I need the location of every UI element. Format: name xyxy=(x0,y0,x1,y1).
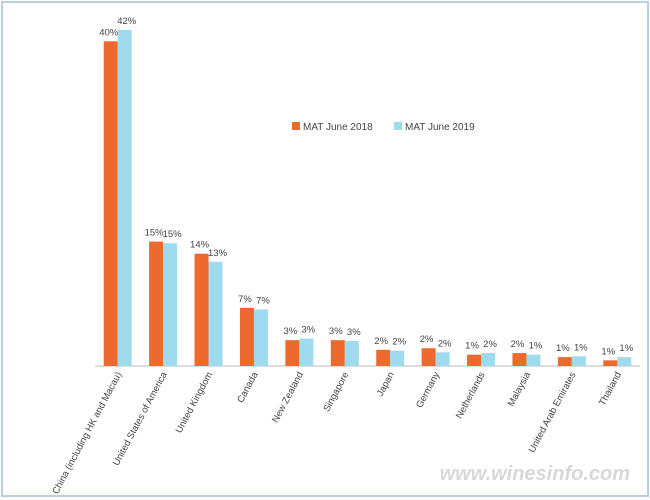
value-label: 2% xyxy=(374,336,388,347)
bar xyxy=(299,338,314,366)
bar xyxy=(117,30,132,366)
value-label: 7% xyxy=(238,294,252,305)
value-label: 2% xyxy=(392,337,406,348)
value-label: 1% xyxy=(601,346,615,357)
bar xyxy=(467,354,482,366)
value-label: 3% xyxy=(284,326,298,337)
bar xyxy=(344,340,359,366)
value-label: 15% xyxy=(145,228,165,239)
bar xyxy=(194,253,209,366)
value-label: 2% xyxy=(438,338,452,349)
value-label: 14% xyxy=(190,240,210,251)
bar xyxy=(163,243,178,366)
bar xyxy=(149,241,164,366)
value-label: 1% xyxy=(529,341,543,352)
value-label: 40% xyxy=(99,27,119,38)
value-label: 7% xyxy=(256,295,270,306)
value-label: 2% xyxy=(483,339,497,350)
value-label: 1% xyxy=(619,343,633,354)
bar xyxy=(526,354,541,366)
value-label: 42% xyxy=(117,16,137,27)
value-label: 3% xyxy=(347,327,361,338)
legend-swatch xyxy=(394,122,402,130)
bar xyxy=(330,340,345,366)
bar xyxy=(239,307,254,366)
bar xyxy=(421,348,436,366)
bar xyxy=(285,340,300,366)
value-label: 1% xyxy=(556,343,570,354)
value-label: 15% xyxy=(163,229,183,240)
bar xyxy=(603,360,618,366)
legend-label: MAT June 2019 xyxy=(405,122,475,133)
bar xyxy=(512,353,527,366)
bar xyxy=(571,356,586,366)
bar xyxy=(376,349,391,366)
bar xyxy=(390,350,405,366)
value-label: 3% xyxy=(302,325,316,336)
bar xyxy=(557,357,572,366)
bar xyxy=(208,261,223,366)
value-label: 2% xyxy=(420,334,434,345)
value-label: 3% xyxy=(329,326,343,337)
bar xyxy=(435,352,450,366)
value-label: 1% xyxy=(465,341,479,352)
watermark: www.winesinfo.com xyxy=(440,463,630,485)
value-label: 2% xyxy=(511,339,525,350)
value-label: 13% xyxy=(208,248,228,259)
legend-label: MAT June 2018 xyxy=(303,122,373,133)
bar xyxy=(617,357,632,366)
bar xyxy=(481,353,496,366)
bar xyxy=(253,309,268,366)
value-label: 1% xyxy=(574,342,588,353)
bar xyxy=(103,41,118,367)
legend-swatch xyxy=(292,122,300,130)
